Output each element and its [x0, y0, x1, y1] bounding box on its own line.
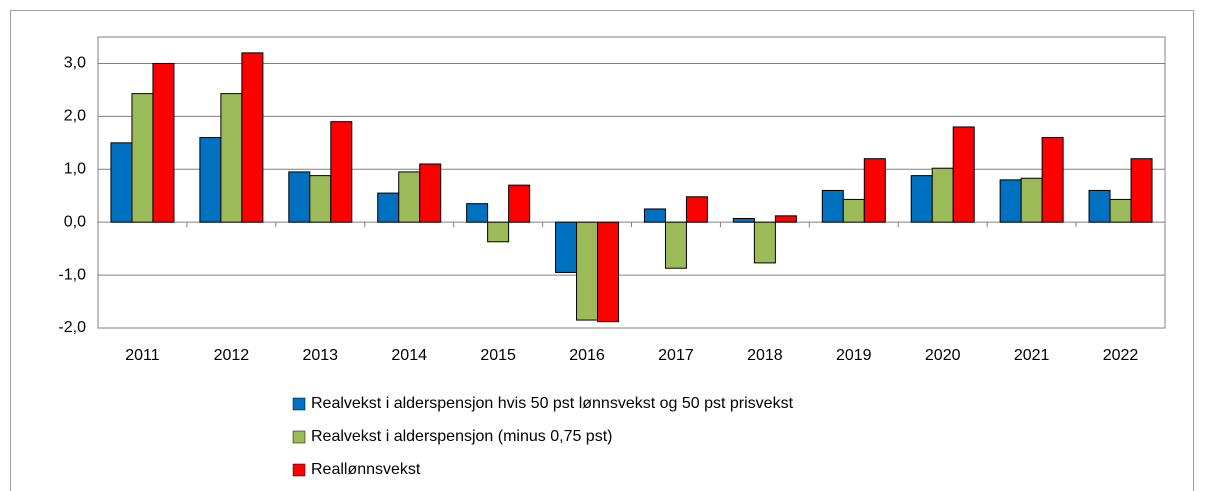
bar	[1088, 189, 1111, 223]
bar	[1041, 137, 1064, 223]
legend-swatch	[292, 430, 306, 444]
bar	[931, 167, 954, 223]
bar	[821, 189, 844, 223]
x-tick-label: 2016	[569, 347, 605, 364]
bar	[288, 171, 311, 223]
bar	[199, 137, 222, 223]
y-tick-label: -1,0	[58, 266, 86, 283]
bar	[1020, 177, 1043, 223]
bar	[910, 175, 933, 223]
x-tick-label: 2018	[747, 347, 783, 364]
x-tick-label: 2020	[925, 347, 961, 364]
x-tick-label: 2017	[658, 347, 694, 364]
bar	[508, 184, 531, 223]
bar	[487, 221, 510, 243]
x-tick-label: 2022	[1103, 347, 1139, 364]
x-tick-label: 2011	[125, 347, 160, 364]
legend-swatch	[292, 397, 306, 411]
x-tick-label: 2015	[480, 347, 516, 364]
y-tick-label: 1,0	[64, 160, 86, 177]
bar	[555, 221, 578, 273]
x-tick-label: 2012	[214, 347, 250, 364]
x-tick-label: 2021	[1014, 347, 1050, 364]
bar	[952, 126, 975, 223]
bar	[377, 192, 400, 223]
bar	[1130, 158, 1153, 223]
bar	[131, 93, 154, 223]
y-tick-label: 0,0	[64, 213, 86, 230]
y-tick-label: -2,0	[58, 319, 86, 336]
bar	[220, 93, 243, 223]
bar	[110, 142, 133, 223]
bar	[466, 203, 489, 223]
legend-swatch	[292, 463, 306, 477]
legend-label: Realvekst i alderspensjon (minus 0,75 ps…	[311, 428, 612, 445]
legend-label: Realvekst i alderspensjon hvis 50 pst lø…	[311, 395, 794, 412]
y-tick-label: 3,0	[64, 55, 86, 72]
bar	[309, 175, 332, 223]
y-tick-label: 2,0	[64, 108, 86, 125]
bar	[597, 221, 620, 323]
legend-label: Reallønnsvekst	[311, 461, 421, 478]
bar	[842, 198, 865, 223]
bar	[152, 62, 175, 223]
bar	[1109, 198, 1132, 223]
bar	[643, 208, 666, 223]
bar	[398, 171, 421, 223]
bar	[732, 217, 755, 223]
chart-frame	[10, 10, 1194, 491]
bar	[576, 221, 599, 321]
bar	[999, 179, 1022, 223]
bar	[685, 196, 708, 223]
x-tick-label: 2014	[391, 347, 427, 364]
bar	[753, 221, 776, 264]
bar	[664, 221, 687, 269]
bar	[863, 158, 886, 223]
bar	[330, 121, 353, 223]
x-tick-label: 2019	[836, 347, 872, 364]
x-tick-label: 2013	[302, 347, 338, 364]
bar	[774, 215, 797, 223]
bar	[241, 52, 264, 223]
bar	[419, 163, 442, 223]
